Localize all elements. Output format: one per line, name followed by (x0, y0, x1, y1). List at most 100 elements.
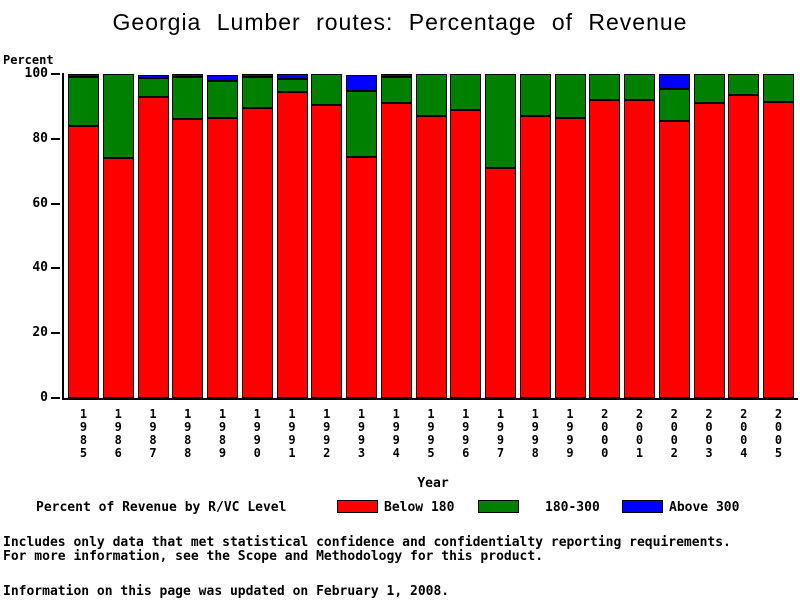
x-tick-label-1990: 1 9 9 0 (253, 407, 261, 460)
bar-1986-segment-below-180 (102, 158, 134, 398)
x-tick-label-1988: 1 9 8 8 (184, 407, 192, 460)
y-tick-mark-40 (51, 267, 60, 270)
y-tick-label-60: 60 (32, 195, 48, 211)
x-tick-label-2004: 2 0 0 4 (740, 407, 748, 460)
bar-1998-segment-180-300 (519, 74, 551, 116)
bar-1985-segment-above-300 (68, 74, 99, 77)
x-tick-label-1991: 1 9 9 1 (288, 407, 296, 460)
bar-2001-segment-180-300 (624, 74, 655, 100)
bar-2001-segment-below-180 (624, 100, 655, 398)
bar-1992-segment-below-180 (311, 105, 343, 398)
bar-1995-segment-180-300 (415, 74, 447, 116)
bar-2002-segment-below-180 (658, 121, 690, 398)
x-tick-label-1998: 1 9 9 8 (531, 407, 539, 460)
bar-1995-segment-below-180 (415, 116, 447, 398)
x-tick-label-2001: 2 0 0 1 (635, 407, 644, 460)
bar-2000-segment-below-180 (589, 100, 621, 398)
bar-1989-segment-below-180 (207, 118, 238, 398)
bar-1987-segment-180-300 (137, 78, 169, 97)
bar-1994-segment-180-300 (380, 77, 412, 103)
x-tick-label-1993: 1 9 9 3 (357, 407, 366, 460)
x-tick-label-2005: 2 0 0 5 (774, 407, 783, 460)
bar-1990-segment-below-180 (241, 108, 273, 398)
bar-1996 (450, 74, 482, 398)
x-tick-label-1995: 1 9 9 5 (427, 407, 435, 460)
bar-1989-segment-180-300 (207, 81, 238, 118)
x-tick-label-1989: 1 9 8 9 (218, 407, 227, 460)
y-tick-label-40: 40 (32, 260, 48, 276)
legend-swatch-below-180 (337, 500, 378, 513)
bar-1997 (485, 74, 516, 398)
bar-2004-segment-below-180 (728, 95, 760, 398)
bar-2003-segment-below-180 (693, 103, 725, 398)
bar-1996-segment-below-180 (450, 110, 482, 398)
x-tick-label-2000: 2 0 0 0 (601, 407, 609, 460)
bar-2002-segment-above-300 (658, 74, 690, 89)
x-tick-label-1986: 1 9 8 6 (114, 407, 122, 460)
bar-1985-segment-below-180 (68, 126, 99, 398)
bar-1993 (346, 74, 377, 398)
bar-1990 (241, 74, 273, 398)
bar-2002 (658, 74, 690, 398)
legend-label-180-300: 180-300 (545, 500, 600, 515)
x-tick-label-2002: 2 0 0 2 (670, 407, 678, 460)
bar-1985 (68, 74, 99, 398)
bar-2004 (728, 74, 760, 398)
bar-1987-segment-below-180 (137, 97, 169, 398)
x-tick-label-1994: 1 9 9 4 (392, 407, 400, 460)
bar-2005-segment-180-300 (763, 74, 794, 102)
bar-2000 (589, 74, 621, 398)
x-tick-label-1992: 1 9 9 2 (323, 407, 331, 460)
bar-2003-segment-180-300 (693, 74, 725, 103)
bar-1996-segment-180-300 (450, 74, 482, 110)
x-tick-label-1999: 1 9 9 9 (566, 407, 574, 460)
bar-2005-segment-below-180 (763, 102, 794, 398)
bar-1986-segment-180-300 (102, 74, 134, 158)
bar-1994-segment-above-300 (380, 74, 412, 77)
bar-1987 (137, 74, 169, 398)
bar-1992 (311, 74, 343, 398)
footnote-line-2: For more information, see the Scope and … (3, 549, 544, 564)
y-tick-mark-80 (51, 137, 60, 140)
bar-1993-segment-above-300 (346, 75, 377, 91)
y-tick-mark-60 (51, 202, 60, 205)
bar-2004-segment-180-300 (728, 74, 760, 95)
x-tick-label-2003: 2 0 0 3 (705, 407, 713, 460)
bar-1985-segment-180-300 (68, 77, 99, 126)
y-tick-label-100: 100 (24, 66, 48, 81)
bar-1990-segment-above-300 (241, 74, 273, 77)
bar-2002-segment-180-300 (658, 89, 690, 121)
bar-1999 (554, 74, 586, 398)
bar-1990-segment-180-300 (241, 77, 273, 108)
bar-1993-segment-below-180 (346, 157, 377, 398)
bar-1988-segment-below-180 (172, 119, 204, 398)
bar-1989 (207, 74, 238, 398)
x-tick-label-1985: 1 9 8 5 (79, 407, 88, 460)
y-tick-mark-20 (51, 332, 60, 335)
bar-1991-segment-above-300 (276, 74, 308, 79)
bar-1988-segment-above-300 (172, 74, 204, 77)
y-axis-line (62, 73, 64, 400)
bar-2000-segment-180-300 (589, 74, 621, 100)
bar-1997-segment-below-180 (485, 168, 516, 398)
footnote-line-1: Includes only data that met statistical … (3, 535, 731, 550)
bar-1988-segment-180-300 (172, 77, 204, 119)
y-tick-mark-100 (51, 73, 60, 75)
x-tick-label-1987: 1 9 8 7 (149, 407, 157, 460)
x-tick-label-1997: 1 9 9 7 (496, 407, 505, 460)
bar-1987-segment-above-300 (137, 75, 169, 78)
bar-1995 (415, 74, 447, 398)
legend-title: Percent of Revenue by R/VC Level (36, 500, 287, 515)
y-axis-title: Percent (3, 53, 54, 67)
bar-1999-segment-below-180 (554, 118, 586, 398)
bar-1994-segment-below-180 (380, 103, 412, 398)
x-tick-label-1996: 1 9 9 6 (462, 407, 470, 460)
legend-label-above-300: Above 300 (669, 500, 740, 515)
bar-1998-segment-below-180 (519, 116, 551, 398)
bar-1997-segment-180-300 (485, 74, 516, 168)
y-tick-label-20: 20 (32, 325, 48, 341)
bar-2005 (763, 74, 794, 398)
updated-date-text: Information on this page was updated on … (3, 584, 450, 599)
y-tick-label-80: 80 (32, 130, 48, 146)
